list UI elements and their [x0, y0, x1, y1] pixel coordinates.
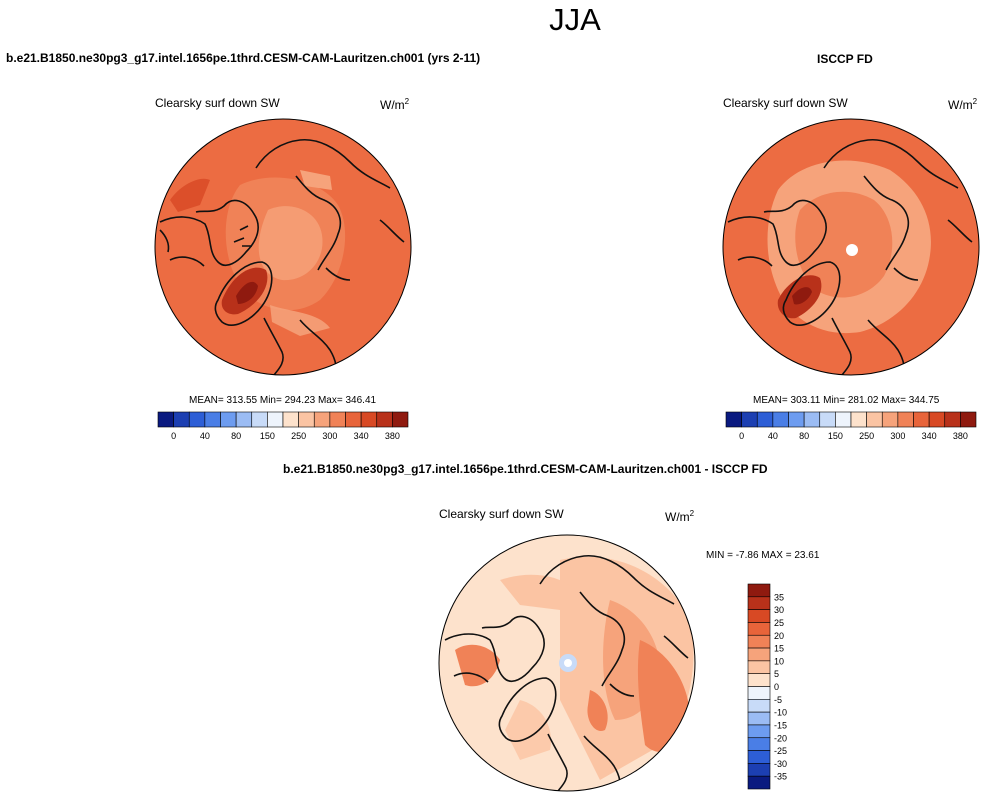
obs-colorbar-tick-label: 250: [859, 431, 874, 441]
diff-colorbar-tick-label: 10: [774, 656, 784, 666]
model-colorbar-swatch: [188, 411, 206, 428]
model-colorbar-swatch: [204, 411, 221, 428]
diff-colorbar-swatch: [747, 596, 771, 610]
model-stats-text: MEAN= 313.55 Min= 294.23 Max= 346.41: [189, 395, 377, 406]
obs-colorbar-tick-label: 340: [922, 431, 937, 441]
diff-colorbar-tick-label: 35: [774, 592, 784, 602]
model-colorbar-swatch: [220, 411, 237, 428]
model-colorbar-swatch: [173, 411, 190, 428]
diff-colorbar-swatch: [747, 737, 771, 751]
model-case-title: b.e21.B1850.ne30pg3_g17.intel.1656pe.1th…: [6, 51, 481, 65]
obs-colorbar-swatch: [788, 411, 805, 428]
diff-colorbar-tick-label: 20: [774, 631, 784, 641]
model-colorbar-tick-label: 380: [385, 431, 400, 441]
diff-colorbar-tick-label: -10: [774, 708, 787, 718]
model-colorbar-swatch: [376, 411, 393, 428]
obs-colorbar-tick-label: 380: [953, 431, 968, 441]
obs-colorbar-swatch: [850, 411, 867, 428]
model-colorbar-swatch: [251, 411, 268, 428]
diff-colorbar-swatch: [747, 775, 771, 790]
diff-colorbar: 35 30 25 20 15 10 5 0 -5 -10 -15 -20 -25 -30 -35: [747, 583, 787, 790]
model-colorbar-tick-label: 250: [291, 431, 306, 441]
diff-colorbar-swatch: [747, 724, 771, 739]
obs-colorbar-tick-label: 0: [739, 431, 744, 441]
obs-map: [722, 118, 980, 376]
diff-case-title: b.e21.B1850.ne30pg3_g17.intel.1656pe.1th…: [283, 462, 768, 476]
model-map: [154, 118, 412, 376]
diff-colorbar-swatch: [747, 699, 771, 713]
diff-colorbar-tick-label: 5: [774, 669, 779, 679]
model-colorbar-tick-label: 150: [260, 431, 275, 441]
obs-colorbar-swatch: [944, 411, 961, 428]
model-colorbar-swatch: [235, 411, 253, 428]
obs-stats-text: MEAN= 303.11 Min= 281.02 Max= 344.75: [753, 395, 940, 406]
diff-colorbar-tick-label: -20: [774, 733, 787, 743]
obs-colorbar-swatch: [741, 411, 758, 428]
diff-colorbar-swatch: [747, 609, 771, 623]
diff-colorbar-swatch: [747, 622, 771, 636]
diff-colorbar-tick-label: -35: [774, 772, 787, 782]
obs-colorbar-swatch: [960, 411, 977, 428]
obs-colorbar-swatch: [725, 411, 742, 428]
obs-colorbar-swatch: [772, 411, 789, 428]
diff-colorbar-tick-label: 15: [774, 644, 784, 654]
obs-colorbar-swatch: [803, 411, 821, 428]
diff-colorbar-swatch: [747, 711, 771, 726]
season-title: JJA: [549, 2, 601, 37]
diff-colorbar-tick-label: 0: [774, 682, 779, 692]
model-colorbar-tick-label: 300: [322, 431, 337, 441]
obs-colorbar-tick-label: 80: [799, 431, 809, 441]
model-colorbar-swatch: [157, 411, 174, 428]
obs-colorbar-tick-label: 150: [828, 431, 843, 441]
diff-colorbar-swatch: [747, 647, 771, 662]
model-variable-label: Clearsky surf down SW: [155, 96, 280, 110]
model-colorbar-swatch: [345, 411, 362, 428]
diff-units-label: W/m2: [665, 509, 695, 524]
model-colorbar-tick-label: 80: [231, 431, 241, 441]
obs-colorbar-swatch: [835, 411, 852, 428]
model-colorbar-swatch: [298, 411, 315, 428]
diff-colorbar-swatch: [747, 673, 771, 687]
obs-colorbar-swatch: [913, 411, 930, 428]
obs-colorbar-swatch: [897, 411, 914, 428]
diff-map: [438, 534, 696, 792]
obs-variable-label: Clearsky surf down SW: [723, 96, 848, 110]
obs-colorbar-tick-label: 300: [890, 431, 905, 441]
model-colorbar-tick-label: 340: [354, 431, 369, 441]
model-colorbar-tick-label: 0: [171, 431, 176, 441]
diff-colorbar-tick-label: 30: [774, 605, 784, 615]
diff-colorbar-tick-label: -25: [774, 746, 787, 756]
diff-colorbar-swatch: [747, 583, 771, 598]
obs-units-label: W/m2: [948, 97, 978, 112]
obs-colorbar-swatch: [756, 411, 774, 428]
diff-colorbar-tick-label: -5: [774, 695, 782, 705]
diff-colorbar-swatch: [747, 660, 771, 674]
diff-stats-text: MIN = -7.86 MAX = 23.61: [706, 550, 820, 561]
obs-colorbar-swatch: [819, 411, 836, 428]
diff-colorbar-tick-label: -30: [774, 759, 787, 769]
diff-variable-label: Clearsky surf down SW: [439, 507, 564, 521]
obs-case-title: ISCCP FD: [817, 52, 873, 66]
diff-colorbar-tick-label: 25: [774, 618, 784, 628]
model-units-label: W/m2: [380, 97, 410, 112]
obs-colorbar-swatch: [866, 411, 883, 428]
model-colorbar-swatch: [313, 411, 331, 428]
diff-colorbar-swatch: [747, 686, 771, 700]
model-colorbar-swatch: [360, 411, 378, 428]
diff-colorbar-swatch: [747, 634, 771, 649]
model-colorbar-swatch: [329, 411, 346, 428]
obs-colorbar: 0 40 80 150 250 300 340 380: [725, 411, 977, 441]
obs-colorbar-swatch: [881, 411, 899, 428]
obs-colorbar-swatch: [928, 411, 946, 428]
obs-colorbar-tick-label: 40: [768, 431, 778, 441]
diff-colorbar-swatch: [747, 750, 771, 764]
model-colorbar-tick-label: 40: [200, 431, 210, 441]
model-colorbar: 0 40 80 150 250 300 340 380: [157, 411, 409, 441]
diff-colorbar-tick-label: -15: [774, 720, 787, 730]
model-colorbar-swatch: [392, 411, 409, 428]
model-colorbar-swatch: [282, 411, 299, 428]
model-colorbar-swatch: [267, 411, 284, 428]
diff-colorbar-swatch: [747, 763, 771, 777]
